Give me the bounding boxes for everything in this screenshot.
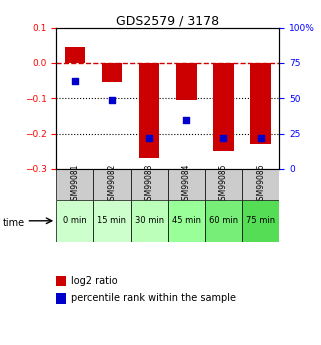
Text: 60 min: 60 min — [209, 216, 238, 225]
Text: GSM99083: GSM99083 — [145, 164, 154, 205]
Bar — [102, 63, 122, 82]
Bar — [65, 47, 85, 63]
Bar — [242, 200, 279, 242]
Bar — [131, 200, 168, 242]
Text: 15 min: 15 min — [98, 216, 126, 225]
Text: percentile rank within the sample: percentile rank within the sample — [71, 294, 236, 303]
Point — [109, 97, 115, 102]
Bar — [131, 169, 168, 200]
Bar — [139, 63, 159, 158]
Text: log2 ratio: log2 ratio — [71, 276, 117, 286]
Text: 0 min: 0 min — [63, 216, 87, 225]
Bar — [242, 169, 279, 200]
Bar — [93, 169, 131, 200]
Bar — [93, 200, 131, 242]
Title: GDS2579 / 3178: GDS2579 / 3178 — [116, 14, 219, 28]
Text: GSM99082: GSM99082 — [108, 164, 117, 205]
Text: GSM99081: GSM99081 — [70, 164, 79, 205]
Text: time: time — [3, 218, 25, 227]
Text: 30 min: 30 min — [134, 216, 164, 225]
Point — [258, 135, 263, 141]
Bar — [168, 200, 205, 242]
Text: 75 min: 75 min — [246, 216, 275, 225]
Bar — [205, 200, 242, 242]
Bar — [176, 63, 196, 100]
Bar — [56, 169, 93, 200]
Bar — [213, 63, 234, 151]
Bar — [250, 63, 271, 144]
Point — [147, 135, 152, 141]
Text: GSM99086: GSM99086 — [256, 164, 265, 205]
Text: GSM99084: GSM99084 — [182, 164, 191, 205]
Point — [221, 135, 226, 141]
Bar — [205, 169, 242, 200]
Bar — [168, 169, 205, 200]
Bar — [56, 200, 93, 242]
Point — [72, 79, 77, 84]
Text: 45 min: 45 min — [172, 216, 201, 225]
Text: GSM99085: GSM99085 — [219, 164, 228, 205]
Point — [184, 117, 189, 122]
